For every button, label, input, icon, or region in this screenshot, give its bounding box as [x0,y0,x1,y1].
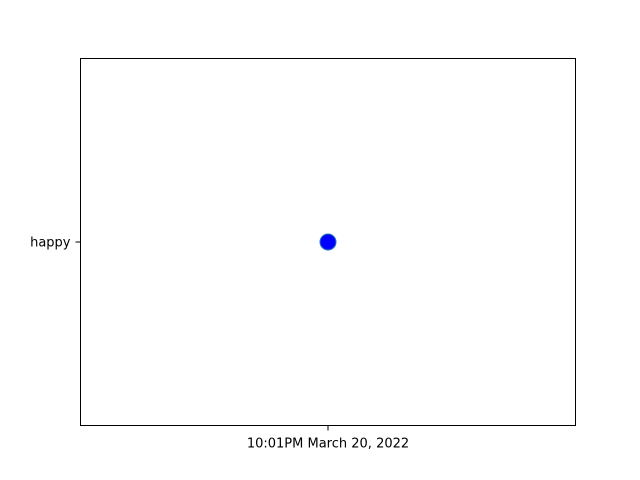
y-axis-ticks: happy [30,236,81,251]
x-axis-ticks: 10:01PM March 20, 2022 [247,425,409,452]
x-tick-label: 10:01PM March 20, 2022 [247,437,409,452]
scatter-point [319,233,337,251]
scatter-points [319,233,337,251]
y-tick-label: happy [30,236,71,251]
